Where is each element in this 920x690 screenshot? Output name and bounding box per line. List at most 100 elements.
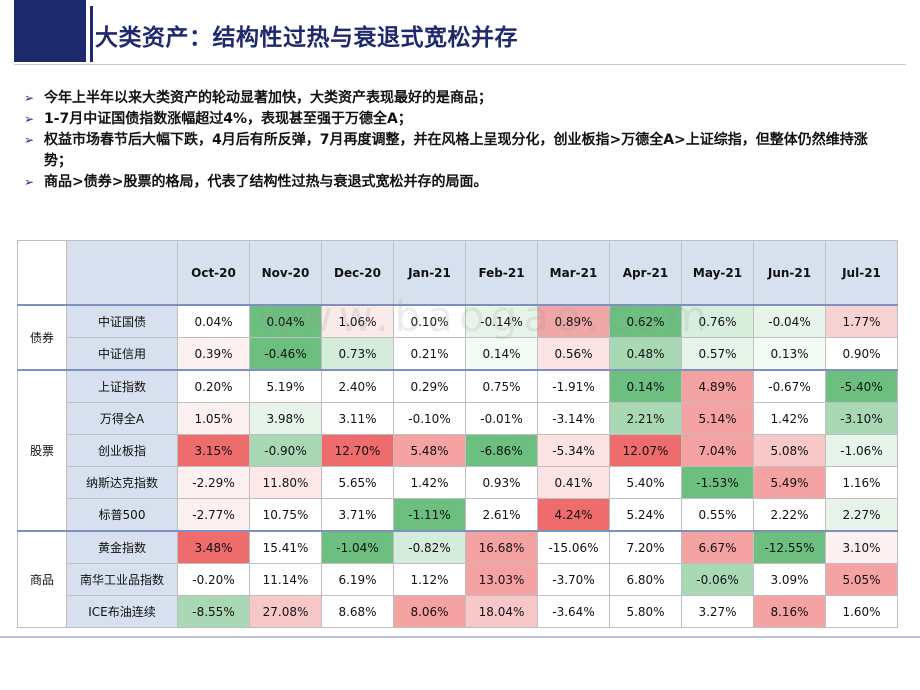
column-header: Nov-20: [249, 240, 322, 306]
column-header: Apr-21: [609, 240, 682, 306]
value-cell: 13.03%: [465, 563, 538, 596]
value-cell: -3.14%: [537, 402, 610, 435]
title-rule: [14, 64, 906, 65]
value-cell: -0.10%: [393, 402, 466, 435]
value-cell: 5.80%: [609, 595, 682, 628]
value-cell: 3.27%: [681, 595, 754, 628]
value-cell: -3.64%: [537, 595, 610, 628]
table-row: 债券 中证国债 0.04% 0.04% 1.06% 0.10% -0.14% 0.89% 0.6…: [17, 304, 898, 371]
value-cell: 1.60%: [825, 595, 898, 628]
column-header: Jan-21: [393, 240, 466, 306]
table-body: 债券 中证国债 0.04% 0.04% 1.06% 0.10% -0.14% 0.89% 0.6…: [17, 304, 898, 628]
value-cell: -5.40%: [825, 369, 898, 403]
value-cell: 0.14%: [465, 337, 538, 371]
value-cell: 1.42%: [753, 402, 826, 435]
value-cell: 0.04%: [249, 304, 322, 338]
value-cell: 1.05%: [177, 402, 250, 435]
value-cell: 3.98%: [249, 402, 322, 435]
value-cell: 15.41%: [249, 530, 322, 564]
value-cell: -0.20%: [177, 563, 250, 596]
bullet-item: ➢ 今年上半年以来大类资产的轮动显著加快，大类资产表现最好的是商品；: [24, 88, 894, 109]
value-cell: 0.90%: [825, 337, 898, 371]
value-cell: 5.08%: [753, 434, 826, 467]
value-cell: 0.10%: [393, 304, 466, 338]
row-label: 南华工业品指数: [66, 563, 178, 596]
header-row: Oct-20 Nov-20 Dec-20 Jan-21 Feb-21 Mar-21 Apr-…: [17, 240, 898, 306]
value-cell: -0.06%: [681, 563, 754, 596]
value-cell: -0.04%: [753, 304, 826, 338]
bullet-list: ➢ 今年上半年以来大类资产的轮动显著加快，大类资产表现最好的是商品； ➢ 1-7月中…: [24, 88, 894, 193]
value-cell: 0.76%: [681, 304, 754, 338]
value-cell: 2.27%: [825, 498, 898, 532]
bullet-text: 商品>债券>股票的格局，代表了结构性过热与衰退式宽松并存的局面。: [44, 174, 488, 190]
value-cell: 5.65%: [321, 466, 394, 499]
value-cell: -0.67%: [753, 369, 826, 403]
value-cell: 0.62%: [609, 304, 682, 338]
table-row: 股票 上证指数 0.20% 5.19% 2.40% 0.29% 0.75% -1.91% 0.1…: [17, 369, 898, 532]
page-title: 大类资产：结构性过热与衰退式宽松并存: [95, 25, 518, 51]
value-cell: 0.41%: [537, 466, 610, 499]
value-cell: 2.22%: [753, 498, 826, 532]
value-cell: 0.57%: [681, 337, 754, 371]
value-cell: 5.40%: [609, 466, 682, 499]
row-label: ICE布油连续: [66, 595, 178, 628]
table-row: 标普500 -2.77% 10.75% 3.71% -1.11% 2.61% 4.24% 5.…: [18, 498, 898, 532]
value-cell: 18.04%: [465, 595, 538, 628]
value-cell: 4.89%: [681, 369, 754, 403]
value-cell: 3.09%: [753, 563, 826, 596]
value-cell: 3.10%: [825, 530, 898, 564]
bullet-text: 1-7月中证国债指数涨幅超过4%，表现甚至强于万德全A；: [44, 111, 412, 127]
value-cell: 4.24%: [537, 498, 610, 532]
row-label: 万得全A: [66, 402, 178, 435]
value-cell: -0.01%: [465, 402, 538, 435]
row-label: 标普500: [66, 498, 178, 532]
value-cell: -1.04%: [321, 530, 394, 564]
value-cell: 0.29%: [393, 369, 466, 403]
row-label: 中证国债: [66, 304, 178, 338]
value-cell: -1.91%: [537, 369, 610, 403]
row-label: 中证信用: [66, 337, 178, 371]
bullet-item: ➢ 1-7月中证国债指数涨幅超过4%，表现甚至强于万德全A；: [24, 109, 894, 130]
value-cell: 3.48%: [177, 530, 250, 564]
value-cell: -1.53%: [681, 466, 754, 499]
value-cell: 27.08%: [249, 595, 322, 628]
value-cell: -5.34%: [537, 434, 610, 467]
value-cell: 3.71%: [321, 498, 394, 532]
value-cell: 12.07%: [609, 434, 682, 467]
value-cell: -1.11%: [393, 498, 466, 532]
value-cell: 16.68%: [465, 530, 538, 564]
title-accent-block: [14, 0, 86, 62]
value-cell: 1.06%: [321, 304, 394, 338]
bullet-text: 今年上半年以来大类资产的轮动显著加快，大类资产表现最好的是商品；: [44, 90, 492, 106]
value-cell: 10.75%: [249, 498, 322, 532]
value-cell: 8.68%: [321, 595, 394, 628]
value-cell: 11.14%: [249, 563, 322, 596]
table-row: 创业板指 3.15% -0.90% 12.70% 5.48% -6.86% -5.34% 12…: [18, 434, 898, 467]
value-cell: -2.29%: [177, 466, 250, 499]
value-cell: -8.55%: [177, 595, 250, 628]
value-cell: -15.06%: [537, 530, 610, 564]
value-cell: 0.20%: [177, 369, 250, 403]
value-cell: 0.75%: [465, 369, 538, 403]
group-label: 债券: [17, 304, 67, 371]
value-cell: 7.04%: [681, 434, 754, 467]
value-cell: 3.11%: [321, 402, 394, 435]
row-label: 黄金指数: [66, 530, 178, 564]
column-header: Mar-21: [537, 240, 610, 306]
group-label: 股票: [17, 369, 67, 532]
value-cell: -3.10%: [825, 402, 898, 435]
row-label: 纳斯达克指数: [66, 466, 178, 499]
arrow-bullet-icon: ➢: [24, 133, 35, 147]
bullet-text: 权益市场春节后大幅下跌，4月后有所反弹，7月再度调整，并在风格上呈现分化，创业板…: [44, 132, 868, 169]
value-cell: 2.21%: [609, 402, 682, 435]
column-header: Feb-21: [465, 240, 538, 306]
value-cell: 11.80%: [249, 466, 322, 499]
value-cell: 0.48%: [609, 337, 682, 371]
value-cell: 0.89%: [537, 304, 610, 338]
table-row: 纳斯达克指数 -2.29% 11.80% 5.65% 1.42% 0.93% 0.41% 5.…: [18, 466, 898, 499]
title-separator: [90, 6, 93, 62]
value-cell: 0.39%: [177, 337, 250, 371]
group-label: 商品: [17, 530, 67, 628]
value-cell: -0.46%: [249, 337, 322, 371]
value-cell: -3.70%: [537, 563, 610, 596]
